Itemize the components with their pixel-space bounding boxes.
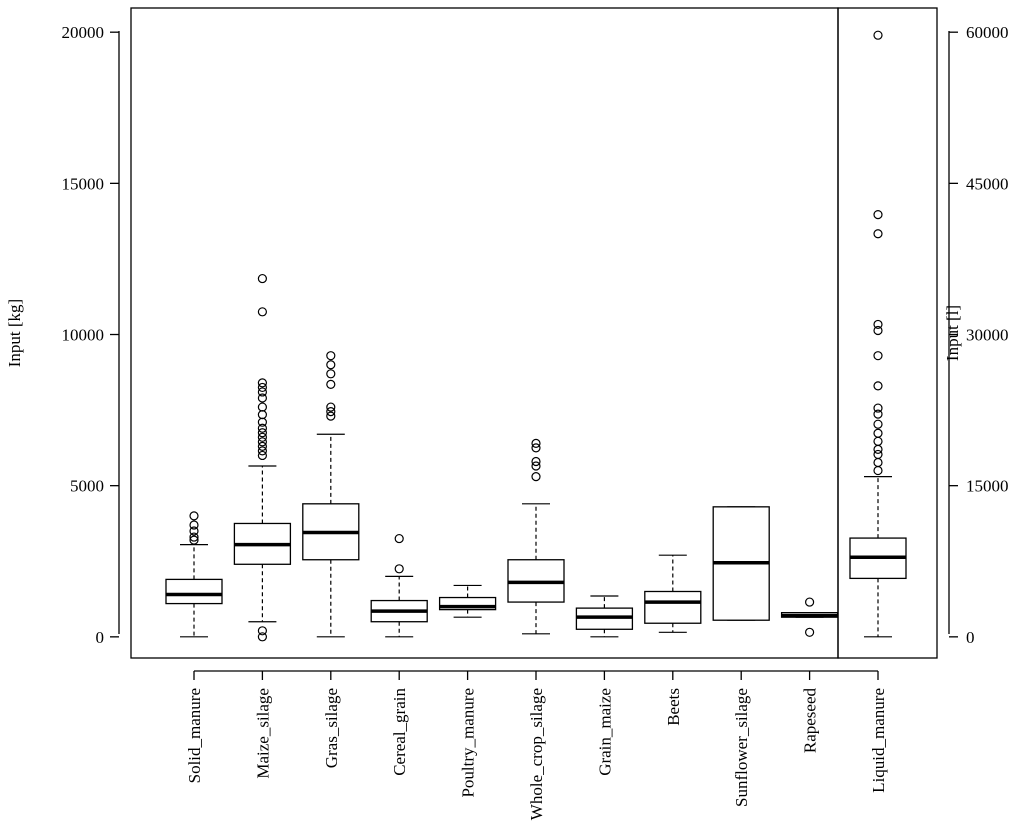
outlier-point bbox=[873, 436, 883, 446]
outlier-point bbox=[531, 443, 541, 453]
right-tick-label: 30000 bbox=[966, 326, 1009, 345]
outlier-point bbox=[257, 378, 267, 388]
outlier-point bbox=[189, 511, 199, 521]
box-beets bbox=[644, 554, 702, 633]
left-axis-title: Input [kg] bbox=[5, 299, 24, 367]
left-tick-label: 0 bbox=[96, 628, 105, 647]
boxplot-series bbox=[165, 30, 907, 642]
right-tick-label: 45000 bbox=[966, 174, 1009, 193]
outlier-point bbox=[257, 446, 267, 456]
category-label: Whole_crop_silage bbox=[527, 688, 546, 820]
outlier-point bbox=[873, 209, 883, 220]
outlier-point bbox=[873, 403, 883, 413]
outlier-point bbox=[531, 472, 541, 482]
outlier-point bbox=[189, 520, 199, 530]
outlier-point bbox=[873, 465, 883, 476]
outlier-point bbox=[189, 532, 199, 542]
box-cereal-grain bbox=[370, 533, 428, 638]
outlier-point bbox=[326, 411, 336, 421]
outlier-point bbox=[326, 379, 336, 389]
right-tick-label: 15000 bbox=[966, 477, 1009, 496]
outlier-point bbox=[326, 351, 336, 361]
outlier-point bbox=[257, 402, 267, 412]
outlier-point bbox=[873, 428, 883, 438]
outlier-point bbox=[257, 428, 267, 438]
outlier-point bbox=[531, 438, 541, 448]
category-label: Rapeseed bbox=[801, 688, 820, 754]
outlier-point bbox=[873, 449, 883, 460]
left-tick-label: 10000 bbox=[62, 326, 105, 345]
box-liquid-manure bbox=[849, 30, 907, 638]
left-tick-label: 15000 bbox=[62, 174, 105, 193]
outlier-point bbox=[257, 393, 267, 403]
outlier-point bbox=[531, 456, 541, 467]
outlier-point bbox=[257, 307, 267, 317]
box-grain-maize bbox=[575, 595, 634, 638]
outlier-point bbox=[326, 402, 336, 412]
iqr-box bbox=[644, 590, 702, 624]
category-label: Maize_silage bbox=[253, 688, 272, 779]
outlier-point bbox=[257, 441, 267, 451]
box-sunflower-silage bbox=[712, 506, 770, 621]
outlier-point bbox=[257, 437, 267, 447]
outlier-point bbox=[326, 360, 336, 370]
category-label: Grain_maize bbox=[595, 688, 614, 776]
left-tick-label: 20000 bbox=[62, 23, 105, 42]
category-label: Poultry_manure bbox=[459, 688, 478, 798]
outlier-point bbox=[873, 381, 883, 391]
outlier-point bbox=[394, 533, 404, 544]
box-gras-silage bbox=[302, 351, 360, 638]
iqr-box bbox=[165, 578, 223, 605]
right-axis-title: Input [l] bbox=[943, 305, 962, 361]
outlier-point bbox=[326, 407, 336, 417]
outlier-point bbox=[257, 450, 267, 461]
left-axis-ticks: 0 5000 10000 15000 20000 bbox=[62, 23, 119, 647]
outlier-point bbox=[531, 461, 541, 471]
outlier-point bbox=[873, 229, 883, 239]
outlier-point bbox=[257, 410, 267, 420]
right-plot-frame bbox=[837, 7, 938, 659]
outlier-point bbox=[257, 423, 267, 433]
outlier-point bbox=[189, 535, 199, 545]
outlier-point bbox=[257, 432, 267, 442]
outlier-point bbox=[257, 387, 267, 397]
category-label: Sunflower_silage bbox=[732, 688, 751, 807]
outlier-point bbox=[873, 351, 883, 361]
category-axis: Solid_manure Maize_silage Gras_silage Cerea… bbox=[185, 671, 888, 820]
outlier-point bbox=[873, 325, 883, 336]
category-label: Beets bbox=[664, 688, 683, 726]
outlier-point bbox=[804, 597, 815, 607]
category-label: Solid_manure bbox=[185, 688, 204, 783]
outlier-point bbox=[326, 369, 336, 379]
outlier-point bbox=[257, 626, 267, 636]
outlier-point bbox=[873, 444, 883, 454]
outlier-point bbox=[257, 632, 267, 642]
outlier-point bbox=[873, 457, 883, 468]
right-axis-ticks: 0 15000 30000 45000 60000 bbox=[949, 23, 1009, 647]
left-tick-label: 5000 bbox=[70, 477, 104, 496]
right-tick-label: 60000 bbox=[966, 23, 1009, 42]
box-rapeseed bbox=[780, 597, 839, 637]
right-tick-label: 0 bbox=[966, 628, 975, 647]
outlier-point bbox=[873, 409, 883, 419]
outlier-point bbox=[257, 273, 267, 284]
outlier-point bbox=[257, 382, 267, 393]
outlier-point bbox=[257, 417, 267, 427]
category-label: Gras_silage bbox=[322, 688, 341, 768]
outlier-point bbox=[804, 627, 815, 637]
category-label: Cereal_grain bbox=[390, 688, 409, 776]
outlier-point bbox=[189, 526, 199, 536]
box-solid-manure bbox=[165, 511, 223, 638]
category-label: Liquid_manure bbox=[869, 688, 888, 793]
box-maize-silage bbox=[233, 273, 292, 642]
box-poultry-manure bbox=[438, 584, 497, 618]
outlier-point bbox=[873, 419, 883, 429]
outlier-point bbox=[873, 30, 883, 40]
box-whole-crop-silage bbox=[507, 438, 565, 635]
outlier-point bbox=[873, 319, 883, 330]
outlier-point bbox=[394, 564, 404, 574]
